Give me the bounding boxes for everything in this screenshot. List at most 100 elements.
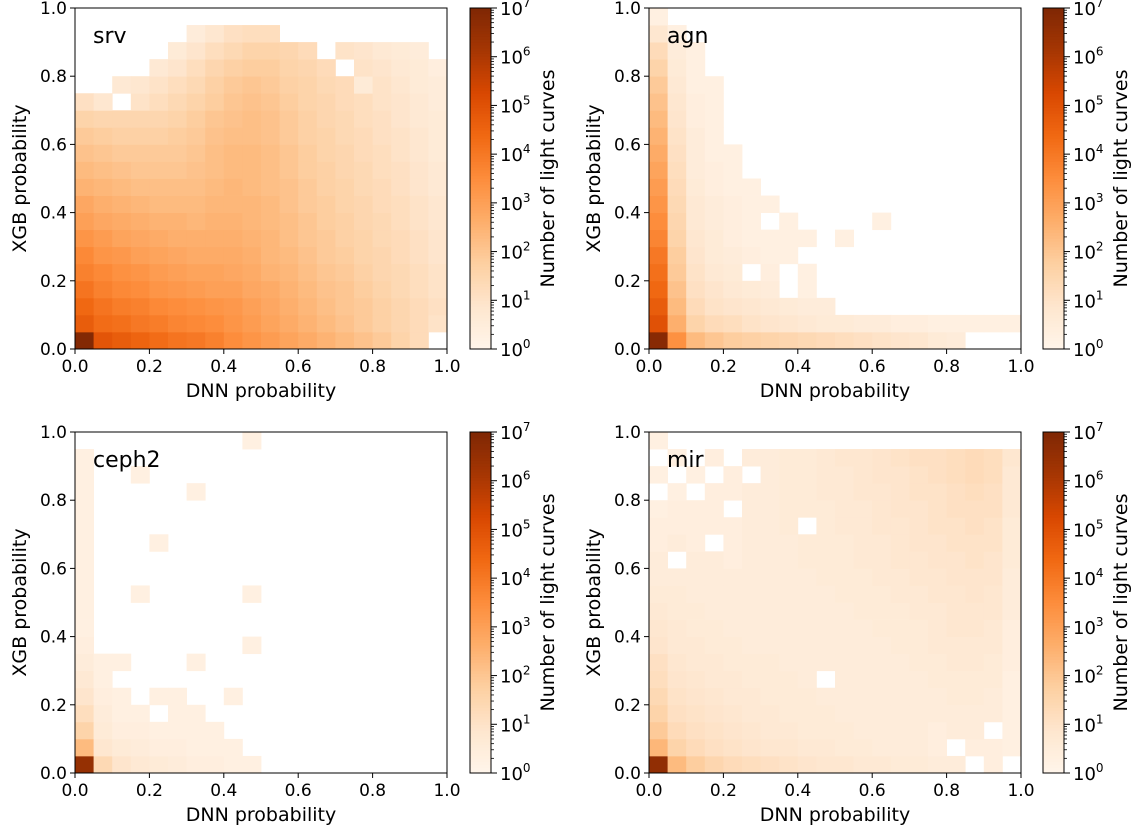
- y-tick-label: 0.8: [40, 67, 67, 87]
- heatmap-cell: [909, 449, 929, 467]
- heatmap-cell: [130, 246, 150, 265]
- colorbar-segment: [1043, 730, 1064, 734]
- colorbar-segment: [1043, 263, 1064, 268]
- heatmap-cell: [890, 738, 910, 757]
- colorbar-segment: [470, 76, 491, 80]
- colorbar-segment: [470, 562, 491, 567]
- heatmap-cell: [853, 602, 873, 620]
- colorbar-segment: [470, 446, 491, 450]
- heatmap-cell: [983, 602, 1003, 620]
- heatmap-cell: [649, 229, 668, 248]
- colorbar-segment: [470, 491, 491, 496]
- colorbar-segment: [1043, 218, 1064, 222]
- heatmap-cell: [909, 602, 929, 620]
- colorbar-segment: [470, 770, 491, 774]
- heatmap-cell: [872, 704, 892, 723]
- heatmap-cell: [704, 483, 724, 501]
- heatmap-cell: [760, 483, 780, 501]
- heatmap-cell: [279, 246, 299, 265]
- colorbar-segment: [1043, 223, 1064, 228]
- colorbar-segment: [470, 434, 491, 439]
- heatmap-cell: [75, 297, 94, 316]
- colorbar-segment: [470, 249, 491, 253]
- colorbar-segment: [1043, 113, 1064, 117]
- heatmap-cell: [686, 144, 706, 162]
- heatmap-cell: [428, 110, 448, 128]
- heatmap-cell: [872, 534, 892, 552]
- colorbar-segment: [470, 235, 491, 239]
- colorbar-segment: [1043, 22, 1064, 26]
- colorbar-segment: [470, 542, 491, 547]
- heatmap-cell: [686, 263, 706, 282]
- heatmap-cell: [723, 195, 743, 213]
- colorbar-segment: [470, 331, 491, 336]
- colorbar-segment: [1043, 110, 1064, 114]
- heatmap-cell: [168, 59, 187, 77]
- heatmap-cell: [760, 229, 780, 248]
- colorbar-segment: [470, 326, 491, 330]
- heatmap-cell: [760, 263, 780, 282]
- colorbar-tick-label: 104: [1073, 566, 1104, 590]
- colorbar-segment: [1043, 297, 1064, 302]
- heatmap-cell: [112, 246, 132, 265]
- heatmap-cell: [93, 93, 113, 111]
- colorbar-segment: [470, 243, 491, 248]
- heatmap-cell: [779, 449, 799, 467]
- heatmap-cell: [75, 144, 94, 162]
- colorbar-segment: [470, 716, 491, 720]
- colorbar-segment: [470, 201, 491, 205]
- heatmap-cell: [409, 178, 429, 196]
- colorbar-segment: [1043, 434, 1064, 439]
- heatmap-cell: [667, 25, 687, 43]
- heatmap-cell: [649, 687, 668, 706]
- heatmap-cell: [704, 755, 724, 774]
- heatmap-cell: [872, 500, 892, 518]
- heatmap-cell: [223, 127, 243, 145]
- colorbar-segment: [1043, 158, 1064, 162]
- heatmap-cell: [186, 76, 206, 94]
- heatmap-cell: [853, 500, 873, 518]
- colorbar-segment: [470, 645, 491, 649]
- heatmap-cell: [835, 551, 854, 569]
- heatmap-cell: [335, 161, 355, 179]
- y-tick-label: 0.6: [40, 135, 67, 155]
- heatmap-cell: [890, 534, 910, 552]
- heatmap-cell: [149, 297, 169, 316]
- heatmap-cell: [149, 161, 169, 179]
- heatmap-cell: [298, 212, 318, 231]
- heatmap-cell: [667, 534, 687, 552]
- heatmap-cell: [704, 178, 724, 196]
- heatmap-cell: [742, 500, 761, 518]
- heatmap-cell: [760, 636, 780, 655]
- y-tick-label: 0.2: [614, 272, 641, 292]
- colorbar-segment: [470, 30, 491, 35]
- heatmap-cell: [779, 314, 799, 333]
- heatmap-cell: [835, 585, 854, 603]
- heatmap-cell: [704, 280, 724, 299]
- colorbar-segment: [470, 608, 491, 612]
- colorbar-segment: [470, 568, 491, 572]
- heatmap-cell: [372, 246, 392, 265]
- colorbar-segment: [1043, 235, 1064, 239]
- heatmap-cell: [965, 704, 985, 723]
- heatmap-cell: [354, 144, 373, 162]
- colorbar-tick-label: 103: [500, 615, 531, 639]
- heatmap-cell: [983, 500, 1003, 518]
- colorbar-segment: [1043, 133, 1064, 137]
- heatmap-cell: [354, 263, 373, 282]
- heatmap-cell: [242, 25, 262, 43]
- heatmap-cell: [797, 568, 817, 586]
- heatmap-cell: [686, 42, 706, 60]
- heatmap-cell: [205, 42, 225, 60]
- heatmap-cell: [853, 619, 873, 637]
- heatmap-cell: [816, 314, 836, 333]
- heatmap-cell: [742, 636, 761, 655]
- colorbar-segment: [470, 662, 491, 666]
- colorbar-segment: [470, 656, 491, 660]
- axes-frame: [648, 7, 1022, 350]
- heatmap-cell: [872, 687, 892, 706]
- heatmap-cell: [261, 59, 280, 77]
- heatmap-cell: [93, 653, 113, 672]
- colorbar-segment: [1043, 571, 1064, 575]
